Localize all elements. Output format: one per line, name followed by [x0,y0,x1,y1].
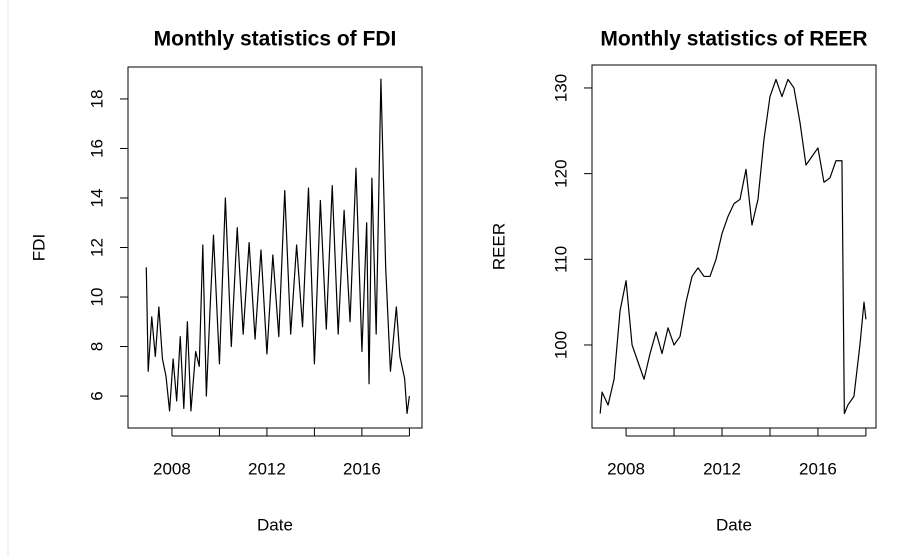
y-tick-label: 18 [87,89,106,108]
y-tick-label: 12 [87,238,106,257]
y-tick-label: 130 [551,74,570,102]
y-tick-label: 110 [551,246,570,273]
y-tick-label: 100 [551,331,570,359]
x-tick-label: 2008 [607,459,645,478]
chart-title: Monthly statistics of FDI [154,28,397,51]
x-tick-label: 2016 [343,459,381,478]
chart-title: Monthly statistics of REER [600,28,867,51]
y-tick-label: 14 [87,189,106,208]
plot-frame [591,64,877,429]
y-tick-label: 16 [87,139,106,158]
y-tick-label: 120 [551,159,570,187]
y-tick-label: 8 [87,342,106,351]
y-tick-label: 10 [87,288,106,307]
x-tick-label: 2012 [248,459,286,478]
y-tick-label: 6 [87,391,106,400]
y-axis-label: FDI [29,234,48,261]
x-axis-label: Date [716,515,752,534]
x-tick-label: 2012 [703,459,741,478]
y-axis-label: REER [489,223,508,270]
line-series [599,78,867,415]
x-axis-label: Date [257,515,293,534]
x-tick-label: 2008 [153,459,191,478]
line-series [145,78,411,414]
x-tick-label: 2016 [799,459,837,478]
